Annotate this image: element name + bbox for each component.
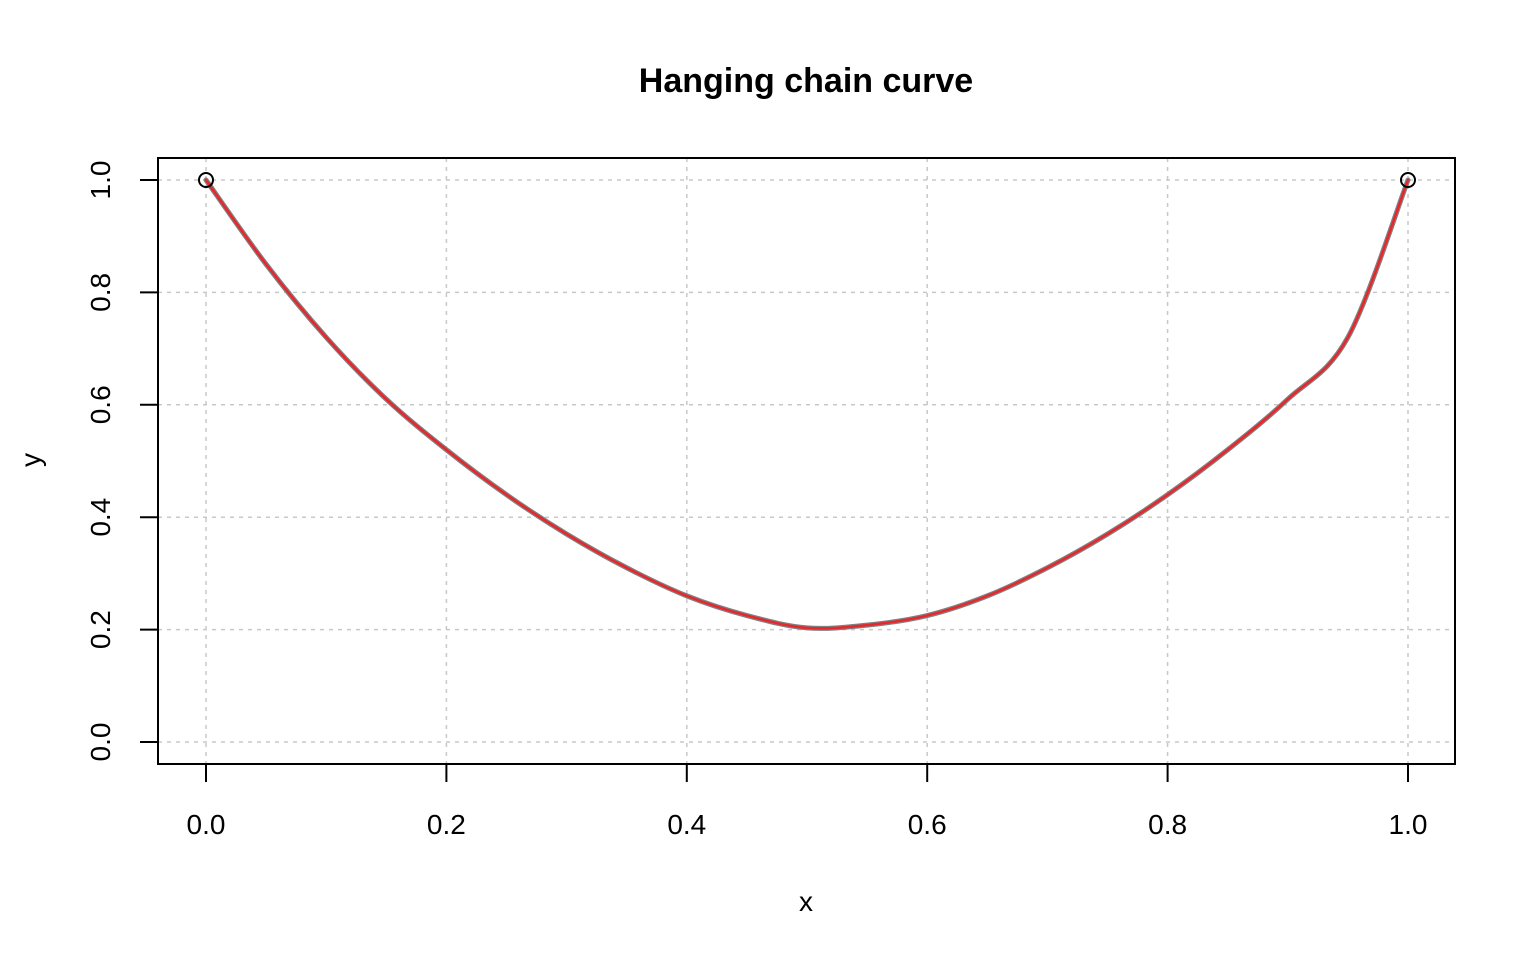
y-tick-label: 0.0 [85, 723, 116, 762]
y-tick-label: 0.2 [85, 610, 116, 649]
x-tick-label: 0.0 [187, 809, 226, 840]
y-tick-label: 0.6 [85, 385, 116, 424]
plot-frame [157, 157, 1456, 765]
y-tick-label: 1.0 [85, 161, 116, 200]
endpoint-markers [198, 172, 1416, 188]
endpoint-marker [198, 172, 214, 188]
x-axis: 0.0 0.2 0.4 0.6 0.8 1.0 [187, 763, 1428, 840]
x-tick-label: 0.2 [427, 809, 466, 840]
y-tick-label: 0.4 [85, 498, 116, 537]
x-axis-label: x [799, 886, 813, 917]
x-tick-label: 0.4 [667, 809, 706, 840]
y-tick-label: 0.8 [85, 273, 116, 312]
endpoint-marker [1400, 172, 1416, 188]
x-tick-label: 1.0 [1389, 809, 1428, 840]
grid [158, 158, 1455, 764]
y-axis: 0.0 0.2 0.4 0.6 0.8 1.0 [85, 161, 158, 762]
series-layer [203, 177, 1411, 631]
x-tick-label: 0.8 [1148, 809, 1187, 840]
chart-title: Hanging chain curve [639, 62, 973, 100]
series-line-2 [204, 178, 1410, 630]
x-tick-label: 0.6 [908, 809, 947, 840]
y-axis-label: y [15, 453, 46, 467]
